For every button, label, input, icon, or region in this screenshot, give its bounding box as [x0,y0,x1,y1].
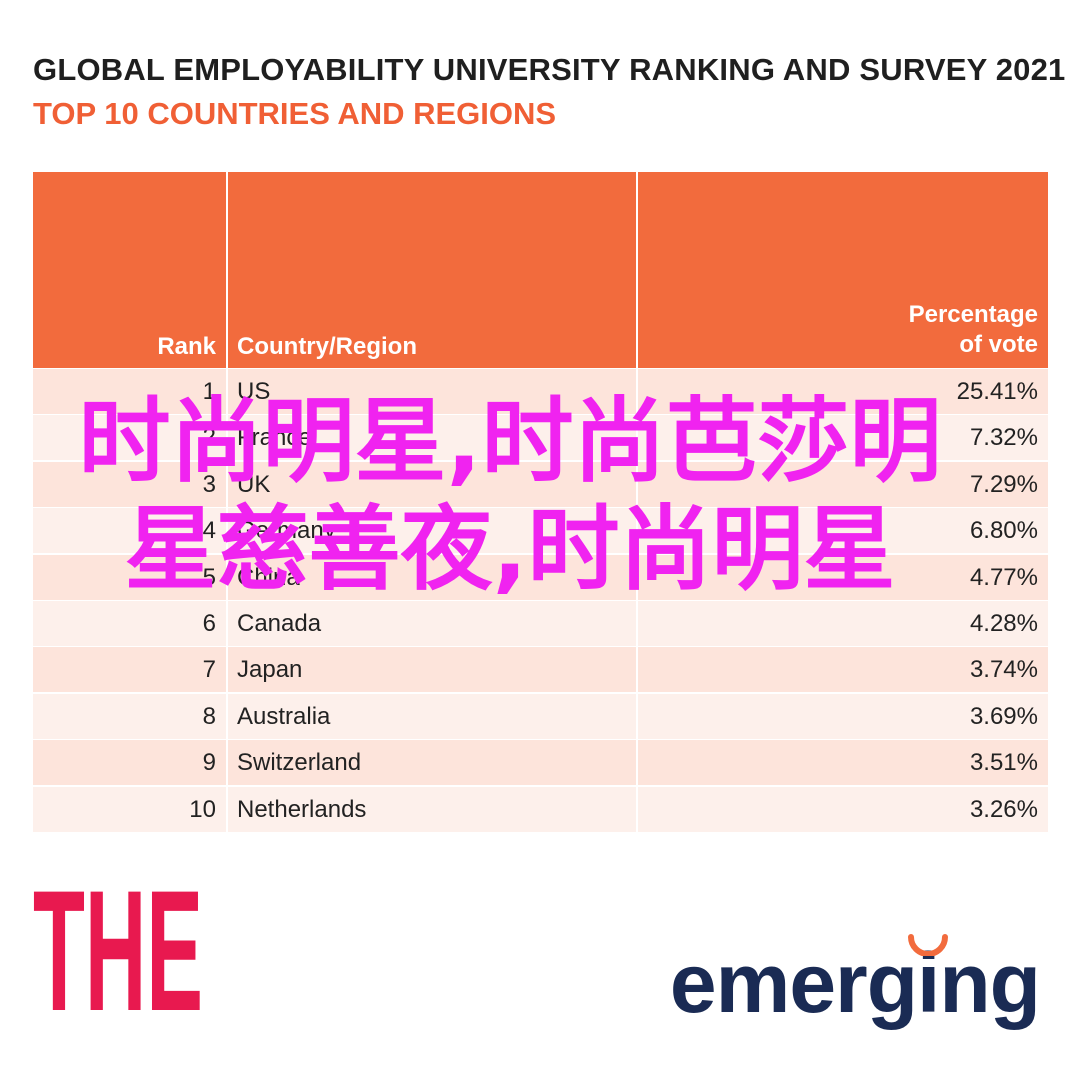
column-divider [226,693,228,740]
table-header: Rank Country/Region Percentage of vote [33,172,1048,368]
header-rank: Rank [157,333,216,360]
country-cell: Germany [237,517,336,545]
column-divider [636,172,638,368]
rank-cell: 9 [202,749,216,777]
country-cell: Switzerland [237,749,362,777]
emerging-logo: emerging [669,936,1041,1030]
percentage-cell: 3.51% [969,749,1038,777]
percentage-cell: 25.41% [956,378,1038,405]
the-logo-text: THE [33,874,203,1014]
column-divider [226,508,228,555]
country-cell: US [237,378,271,405]
column-divider [226,554,228,601]
column-divider [636,693,638,740]
table-row: 2 France 7.32% [33,414,1048,462]
table-row: 4 Germany 6.80% [33,507,1048,555]
header-percentage-line1: Percentage [908,301,1038,328]
column-divider [636,554,638,601]
country-cell: Australia [237,702,331,730]
column-divider [636,369,638,415]
rank-cell: 3 [202,470,216,498]
chart-subtitle: TOP 10 COUNTRIES AND REGIONS [33,96,557,131]
rank-cell: 5 [202,563,216,591]
percentage-cell: 4.28% [969,610,1038,637]
country-cell: Netherlands [237,795,367,823]
column-divider [226,415,228,462]
header-country: Country/Region [237,333,417,360]
column-divider [226,601,228,647]
table-row: 9 Switzerland 3.51% [33,739,1048,787]
column-divider [636,415,638,462]
percentage-cell: 7.29% [969,470,1038,498]
rank-cell: 4 [202,517,216,545]
percentage-cell: 3.69% [969,702,1038,730]
percentage-cell: 4.77% [969,563,1038,591]
table-row: 5 China 4.77% [33,553,1048,601]
column-divider [636,461,638,508]
table-row: 6 Canada 4.28% [33,600,1048,647]
percentage-cell: 7.32% [969,424,1038,452]
header-percentage: Percentage of vote [909,300,1038,360]
country-cell: France [237,424,312,452]
country-cell: China [237,563,300,591]
rank-cell: 6 [202,610,216,637]
column-divider [226,647,228,694]
column-divider [636,740,638,787]
table-row: 8 Australia 3.69% [33,692,1048,740]
country-cell: Japan [237,656,303,684]
rank-cell: 8 [202,702,216,730]
rank-cell: 10 [189,795,216,823]
column-divider [226,369,228,415]
header-percentage-line2: of vote [959,331,1038,358]
chart-title: GLOBAL EMPLOYABILITY UNIVERSITY RANKING … [33,52,1066,87]
column-divider [636,508,638,555]
table-row: 10 Netherlands 3.26% [33,785,1048,833]
column-divider [636,601,638,647]
country-cell: Canada [237,610,322,637]
rank-cell: 1 [202,378,216,405]
country-cell: UK [237,470,271,498]
overlay-watermark-text: 时尚明星,时尚芭莎明星慈善夜,时尚明星 [78,388,942,603]
column-divider [636,786,638,833]
rank-cell: 2 [202,424,216,452]
table-row: 3 UK 7.29% [33,460,1048,508]
table-row: 1 US 25.41% [33,368,1048,415]
column-divider [226,740,228,787]
percentage-cell: 3.74% [969,656,1038,684]
ranking-table: Rank Country/Region Percentage of vote 1… [33,172,1048,833]
rank-cell: 7 [202,656,216,684]
percentage-cell: 6.80% [969,517,1038,545]
column-divider [226,172,228,368]
column-divider [226,461,228,508]
the-logo: THE [33,874,203,1014]
table-row: 7 Japan 3.74% [33,646,1048,694]
percentage-cell: 3.26% [969,795,1038,823]
emerging-logo-accent-icon [908,934,948,956]
column-divider [636,647,638,694]
column-divider [226,786,228,833]
